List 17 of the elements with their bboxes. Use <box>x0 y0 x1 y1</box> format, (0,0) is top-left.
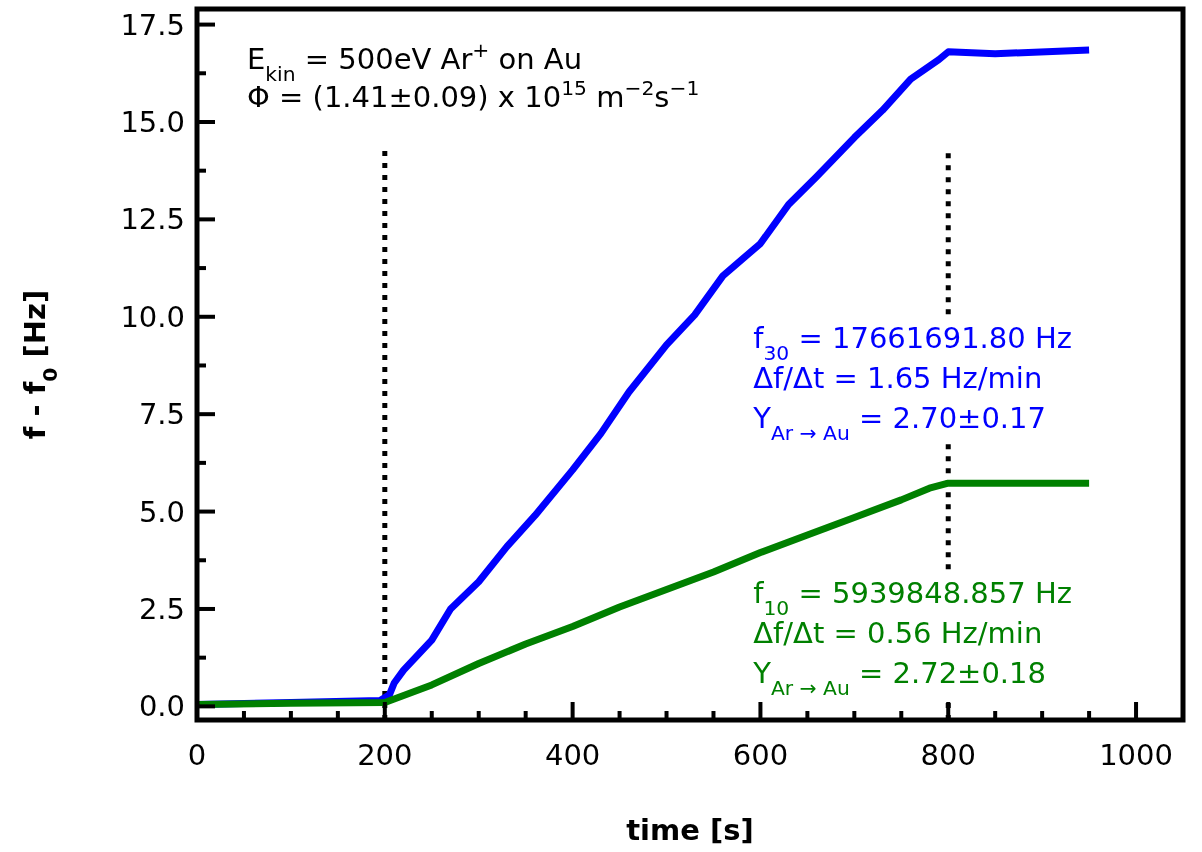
y-tick-label: 2.5 <box>138 591 185 626</box>
y-tick-label: 5.0 <box>138 494 185 529</box>
y-tick-label: 12.5 <box>120 202 185 237</box>
y-tick-label: 7.5 <box>138 397 185 432</box>
y-tick-label: 17.5 <box>120 7 185 42</box>
y-tick-label: 0.0 <box>138 689 185 724</box>
x-tick-label: 400 <box>544 738 601 772</box>
x-tick-label: 200 <box>357 738 413 772</box>
x-tick-label: 600 <box>732 738 789 772</box>
y-tick-label: 15.0 <box>120 104 185 139</box>
series-label: f$_{10}$ = 5939848.857 Hz Δf/Δt = 0.56 Hz/min Y$_{Ar → Au}$ = 2.72±0.18 <box>752 576 1072 701</box>
x-tick-label: 0 <box>187 738 207 772</box>
x-tick-label: 1000 <box>1099 738 1173 772</box>
x-axis-title: time [s] <box>626 813 754 847</box>
x-tick-label: 800 <box>920 738 976 772</box>
series-label: f$_{30}$ = 17661691.80 Hz Δf/Δt = 1.65 Hz/min Y$_{Ar → Au}$ = 2.70±0.17 <box>752 321 1072 446</box>
y-tick-label: 10.0 <box>120 299 185 334</box>
